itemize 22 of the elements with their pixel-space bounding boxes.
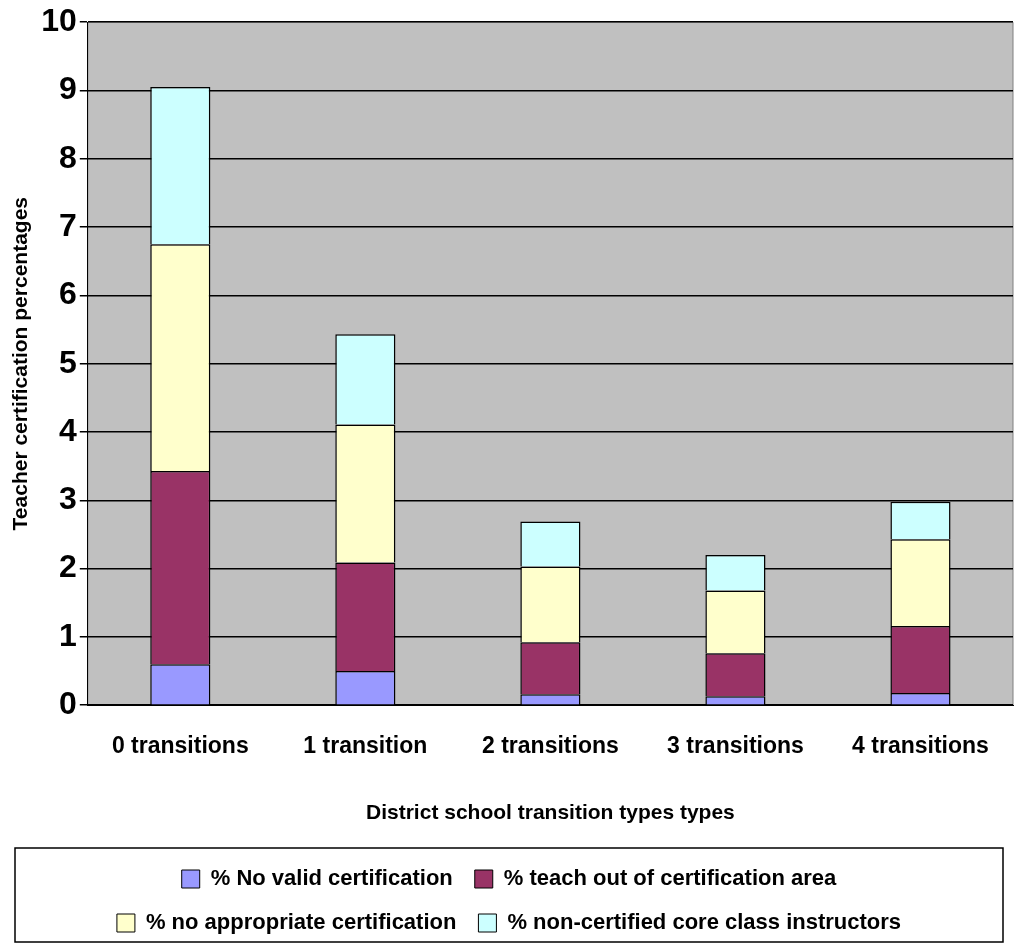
y-tick-label: 9 — [59, 70, 77, 107]
legend-label: % teach out of certification area — [503, 865, 838, 891]
x-tick-label: 0 transitions — [111, 732, 249, 759]
legend-label: % No valid certification — [210, 865, 453, 891]
y-tick-label: 6 — [59, 275, 77, 312]
legend-label: % no appropriate certification — [145, 909, 457, 935]
legend-label: % non-certified core class instructors — [507, 909, 902, 935]
y-tick-label: 0 — [59, 685, 77, 722]
x-tick-label: 1 transition — [303, 732, 428, 759]
x-tick-label: 2 transitions — [482, 732, 619, 759]
y-tick-label: 10 — [41, 2, 77, 39]
y-tick-label: 5 — [59, 343, 77, 380]
y-tick-label: 4 — [59, 411, 77, 448]
x-tick-label: 4 transitions — [852, 732, 989, 759]
y-tick-label: 2 — [59, 548, 77, 585]
y-tick-label: 7 — [59, 206, 77, 243]
y-axis-title: Teacher certification percentages — [8, 197, 32, 531]
y-tick-label: 1 — [59, 616, 77, 653]
x-axis-title: District school transition types types — [366, 800, 735, 824]
y-tick-label: 3 — [59, 480, 77, 517]
y-tick-label: 8 — [59, 138, 77, 175]
x-tick-label: 3 transitions — [667, 732, 804, 759]
